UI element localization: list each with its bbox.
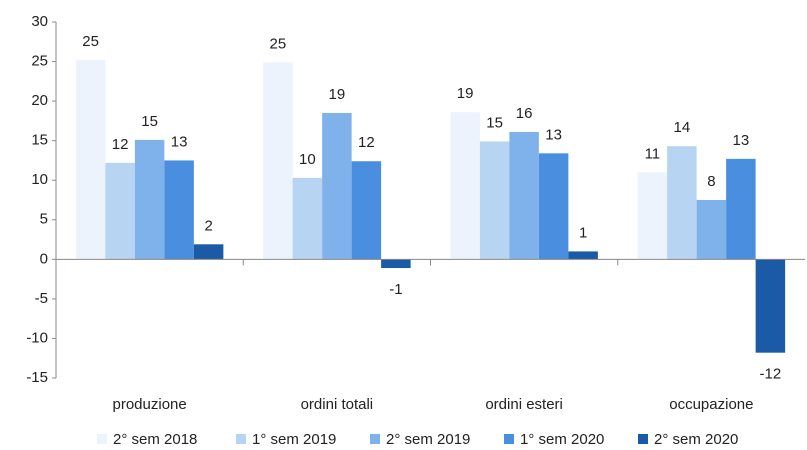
y-tick-label: 10 bbox=[31, 171, 48, 188]
data-label: 25 bbox=[82, 33, 99, 50]
bar bbox=[75, 59, 106, 260]
y-tick-label: -10 bbox=[26, 329, 48, 346]
legend-label: 1° sem 2019 bbox=[252, 431, 336, 448]
legend-label: 2° sem 2019 bbox=[386, 431, 470, 448]
legend-swatch bbox=[504, 434, 514, 444]
y-tick-label: 20 bbox=[31, 92, 48, 109]
data-label: 11 bbox=[645, 145, 661, 162]
bar bbox=[755, 259, 786, 353]
y-tick-label: 0 bbox=[40, 250, 48, 267]
data-label: 25 bbox=[270, 35, 287, 52]
legend-swatch bbox=[236, 434, 246, 444]
data-label: 12 bbox=[112, 136, 129, 153]
bar bbox=[351, 161, 382, 260]
bar bbox=[263, 62, 293, 260]
data-label: 8 bbox=[707, 173, 715, 190]
y-tick-label: 25 bbox=[31, 53, 48, 70]
data-label: 16 bbox=[516, 105, 533, 122]
data-label: 2 bbox=[204, 217, 212, 234]
bar bbox=[292, 177, 323, 260]
bar bbox=[193, 244, 224, 260]
bar bbox=[538, 153, 569, 260]
data-label: -12 bbox=[760, 366, 782, 383]
data-label: 13 bbox=[733, 132, 750, 149]
bar bbox=[726, 158, 756, 260]
x-tick-label: ordini totali bbox=[301, 396, 374, 413]
bar bbox=[637, 172, 668, 260]
data-label: 13 bbox=[545, 126, 562, 143]
y-tick-label: 15 bbox=[31, 132, 48, 149]
y-tick-label: 5 bbox=[40, 211, 48, 228]
data-label: 19 bbox=[329, 86, 346, 103]
bar bbox=[696, 200, 727, 260]
data-label: 15 bbox=[141, 113, 158, 130]
x-tick-label: produzione bbox=[113, 396, 187, 413]
x-tick-label: occupazione bbox=[669, 396, 753, 413]
legend-label: 2° sem 2018 bbox=[113, 431, 197, 448]
legend-swatch bbox=[370, 434, 380, 444]
data-label: 1 bbox=[579, 224, 587, 241]
y-tick-label: 30 bbox=[31, 13, 48, 30]
bar bbox=[164, 160, 194, 260]
data-label: 12 bbox=[358, 134, 375, 151]
legend-label: 2° sem 2020 bbox=[654, 431, 738, 448]
data-label: -1 bbox=[389, 281, 402, 298]
bar bbox=[667, 146, 697, 260]
bar bbox=[568, 251, 598, 260]
bar bbox=[105, 162, 135, 260]
x-tick-label: ordini esteri bbox=[485, 396, 563, 413]
y-tick-label: -15 bbox=[26, 369, 48, 386]
data-label: 10 bbox=[299, 151, 316, 168]
legend-swatch bbox=[638, 434, 648, 444]
legend-swatch bbox=[97, 434, 107, 444]
legend-label: 1° sem 2020 bbox=[520, 431, 604, 448]
bar bbox=[134, 139, 165, 260]
bar bbox=[381, 259, 411, 269]
data-label: 15 bbox=[486, 114, 503, 131]
y-tick-label: -5 bbox=[35, 290, 48, 307]
data-label: 13 bbox=[171, 133, 188, 150]
bar bbox=[479, 141, 510, 260]
bar bbox=[322, 112, 352, 260]
data-label: 14 bbox=[674, 119, 691, 136]
bar bbox=[509, 131, 539, 260]
bar bbox=[450, 112, 480, 260]
data-label: 19 bbox=[457, 85, 474, 102]
